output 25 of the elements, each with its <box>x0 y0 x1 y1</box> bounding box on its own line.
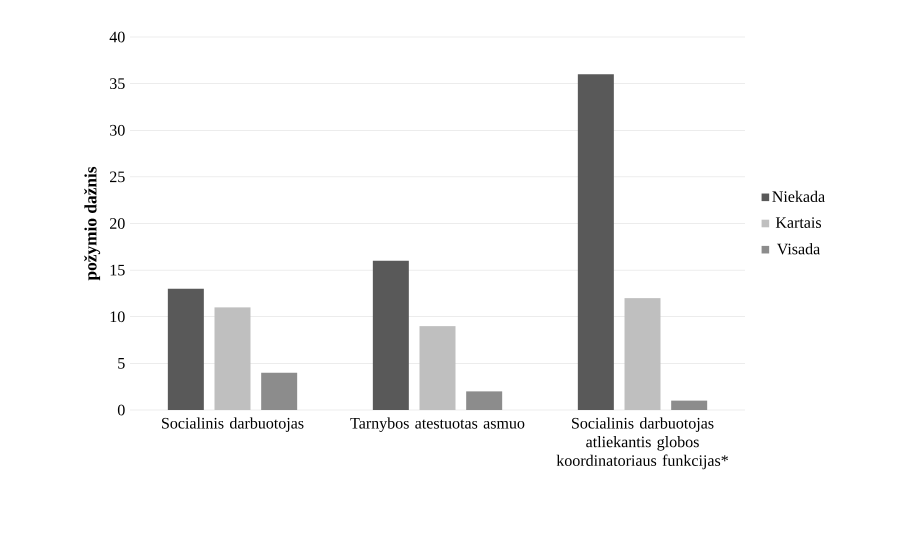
bar <box>168 288 204 410</box>
x-tick-label: Socialinis darbuotojas <box>162 417 304 432</box>
y-axis-title: požymio dažnis <box>84 166 100 280</box>
y-tick-label: 0 <box>118 404 125 416</box>
legend-label: Niekada <box>772 190 825 202</box>
bar <box>420 326 456 410</box>
bar <box>624 298 661 410</box>
y-tick-label: 5 <box>118 358 125 369</box>
legend-label: Kartais <box>776 217 822 228</box>
bar <box>261 372 298 410</box>
bar <box>578 74 614 410</box>
bar <box>214 307 251 410</box>
y-tick-label: 40 <box>110 32 125 42</box>
y-tick-label: 20 <box>110 218 125 229</box>
y-tick-label: 10 <box>110 311 125 322</box>
y-tick-label: 35 <box>110 78 125 89</box>
x-tick-label: Socialinis darbuotojas atliekantis globos koordinatoriaus funkcijas* <box>556 417 728 470</box>
bar <box>671 400 708 410</box>
bar <box>466 391 502 410</box>
y-tick-label: 25 <box>110 171 125 182</box>
bar <box>372 260 409 410</box>
y-tick-label: 30 <box>110 124 125 136</box>
y-tick-label: 15 <box>110 264 125 276</box>
x-tick-label: Tarnybos atestuotas asmuo <box>350 417 524 432</box>
legend-label: Visada <box>776 243 820 254</box>
